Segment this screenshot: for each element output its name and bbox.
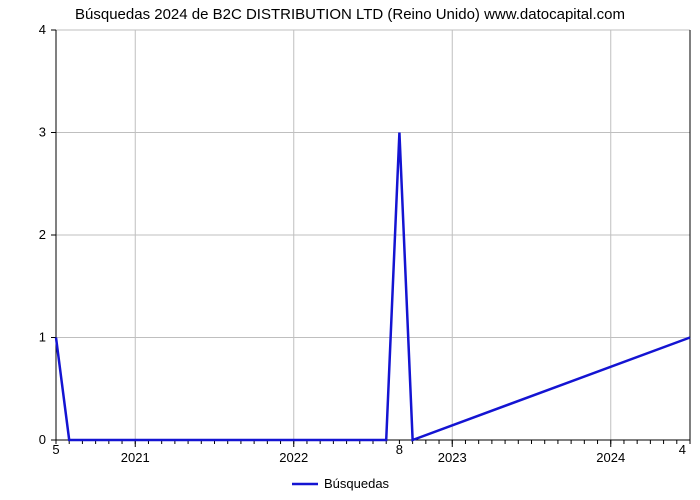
- point-label: 4: [679, 442, 686, 457]
- ytick-label: 0: [39, 432, 46, 447]
- point-label: 5: [52, 442, 59, 457]
- point-label: 8: [396, 442, 403, 457]
- xtick-label: 2021: [121, 450, 150, 465]
- chart-container: Búsquedas 2024 de B2C DISTRIBUTION LTD (…: [0, 0, 700, 500]
- ytick-label: 1: [39, 330, 46, 345]
- xtick-label: 2023: [438, 450, 467, 465]
- chart-bg: [0, 0, 700, 500]
- legend-label: Búsquedas: [324, 476, 390, 491]
- chart-svg: 0 1 2 3 4 2021 2022 2023 2024 5 8 4 Búsquedas: [0, 0, 700, 500]
- xtick-label: 2022: [279, 450, 308, 465]
- xtick-label: 2024: [596, 450, 625, 465]
- ytick-label: 3: [39, 125, 46, 140]
- ytick-label: 4: [39, 22, 46, 37]
- chart-title: Búsquedas 2024 de B2C DISTRIBUTION LTD (…: [0, 6, 700, 23]
- ytick-label: 2: [39, 227, 46, 242]
